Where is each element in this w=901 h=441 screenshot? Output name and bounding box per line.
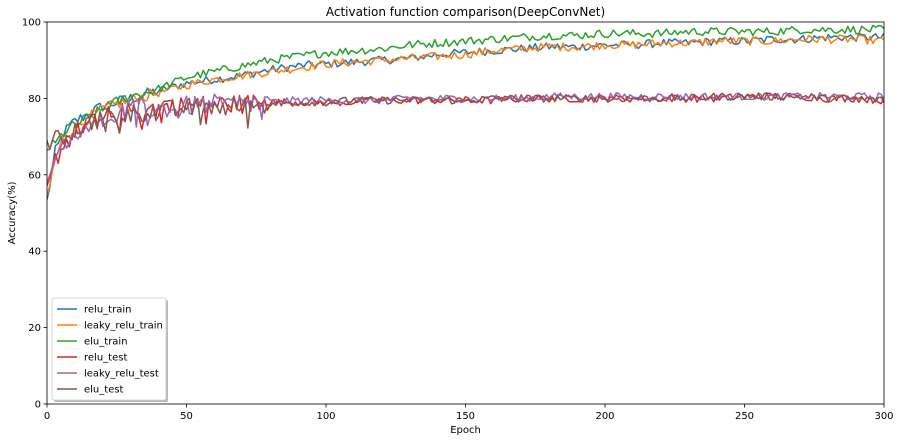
- x-tick-label: 100: [316, 411, 335, 422]
- y-tick-label: 20: [28, 323, 41, 334]
- legend-label-relu-train: relu_train: [84, 305, 131, 316]
- y-tick-label: 80: [28, 94, 41, 105]
- y-tick-label: 40: [28, 247, 41, 258]
- series-line-leaky-relu-train: [47, 34, 884, 196]
- legend-label-leaky-relu-test: leaky_relu_test: [84, 369, 159, 380]
- legend-label-elu-test: elu_test: [84, 385, 124, 396]
- legend-label-relu-test: relu_test: [84, 353, 127, 364]
- legend-box: [51, 297, 167, 401]
- x-tick-label: 50: [180, 411, 193, 422]
- series-line-relu-test: [47, 92, 884, 187]
- x-tick-label: 250: [735, 411, 754, 422]
- series-line-relu-train: [47, 32, 884, 200]
- y-tick-label: 60: [28, 170, 41, 181]
- series-line-elu-train: [47, 24, 884, 151]
- x-tick-label: 300: [874, 411, 893, 422]
- y-tick-label: 100: [22, 18, 41, 29]
- x-axis-label: Epoch: [450, 425, 481, 436]
- x-tick-label: 150: [456, 411, 475, 422]
- y-tick-label: 0: [35, 400, 41, 411]
- x-tick-label: 0: [44, 411, 50, 422]
- legend-label-leaky-relu-train: leaky_relu_train: [84, 321, 163, 332]
- chart-title: Activation function comparison(DeepConvN…: [326, 5, 605, 19]
- series-line-leaky-relu-test: [47, 91, 884, 184]
- y-axis-label: Accuracy(%): [7, 181, 18, 244]
- legend-label-elu-train: elu_train: [84, 337, 128, 348]
- plot-frame: [46, 21, 885, 405]
- x-tick-label: 200: [595, 411, 614, 422]
- series-line-elu-test: [47, 92, 884, 151]
